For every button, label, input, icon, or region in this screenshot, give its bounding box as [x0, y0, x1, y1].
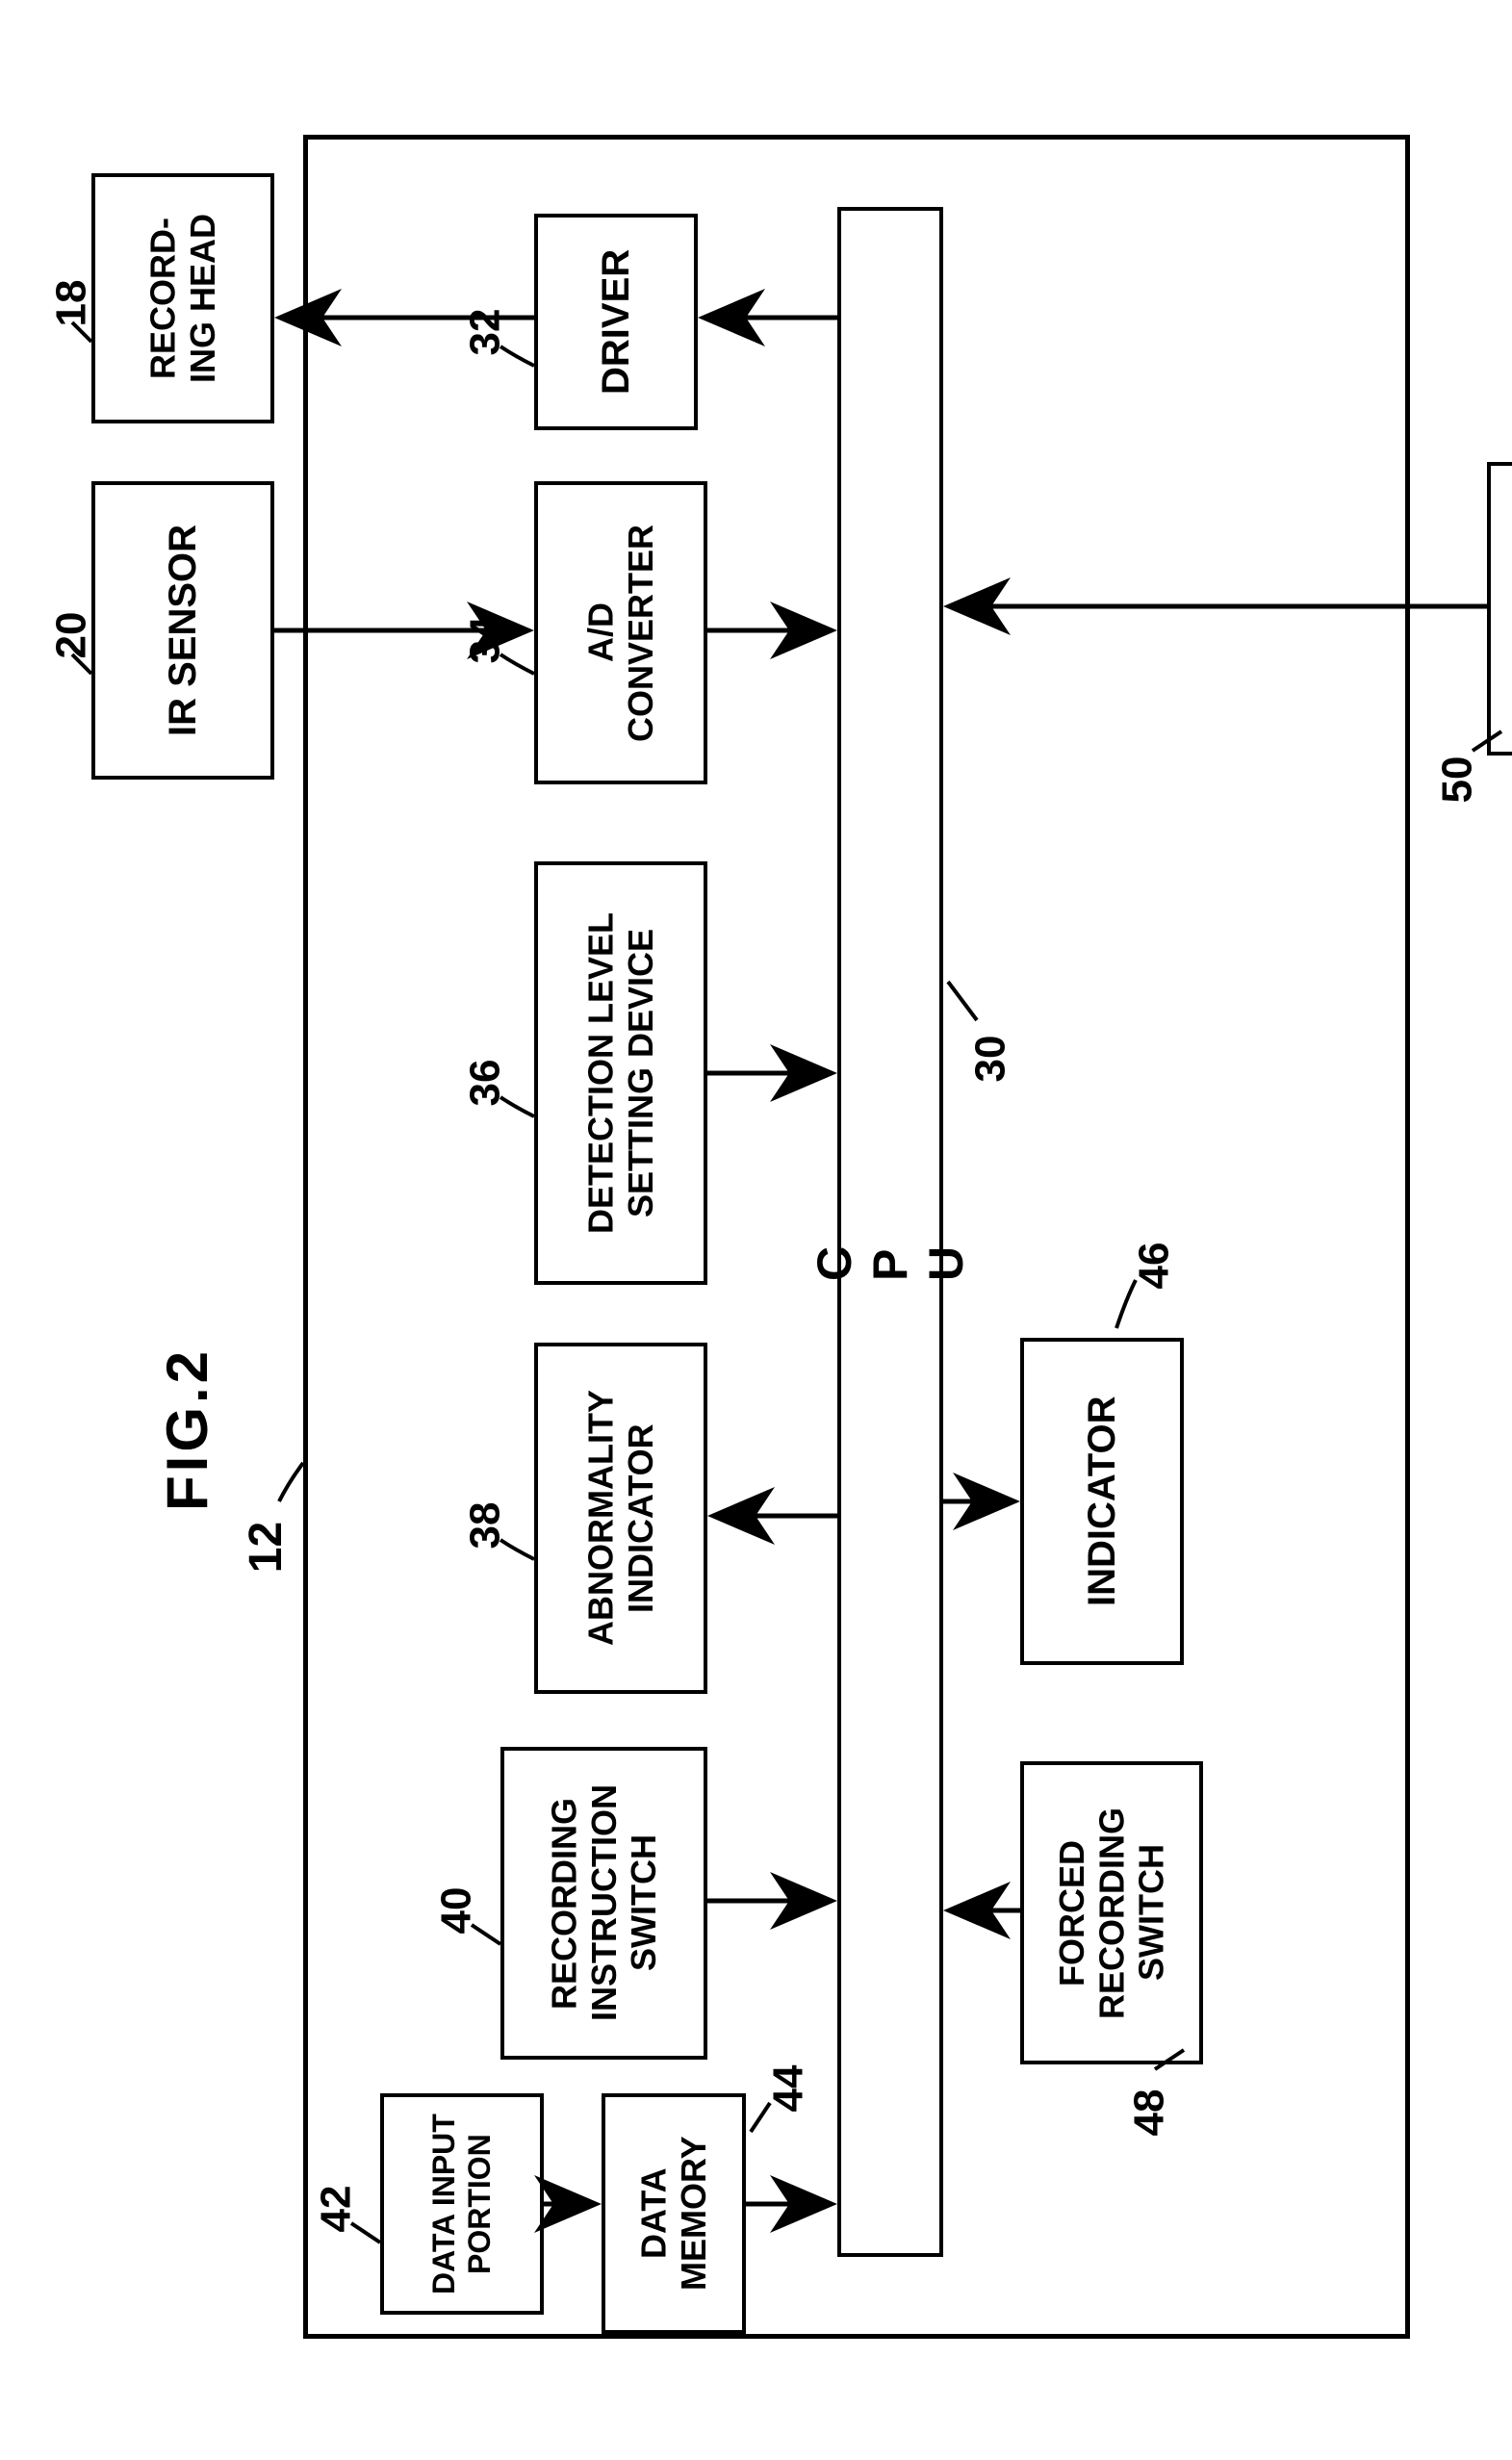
indicator-block: INDICATOR	[1020, 1338, 1184, 1665]
ref-50: 50	[1433, 756, 1481, 804]
data-memory-block: DATA MEMORY	[602, 2093, 746, 2334]
rotary-encoder-block: ROTARY ENCODER	[1487, 462, 1512, 756]
driver-block: DRIVER	[534, 214, 698, 430]
ref-42: 42	[312, 2186, 360, 2233]
cpu-label: C P U	[807, 1183, 974, 1281]
cpu-block: C P U	[837, 207, 943, 2257]
forced-recording-block: FORCED RECORDING SWITCH	[1020, 1761, 1203, 2064]
detection-level-block: DETECTION LEVEL SETTING DEVICE	[534, 861, 707, 1285]
ref-34: 34	[461, 617, 509, 664]
ad-converter-block: A/D CONVERTER	[534, 481, 707, 784]
ref-12: 12	[240, 1522, 293, 1573]
figure-title: FIG.2	[154, 1347, 220, 1511]
diagram-canvas: FIG.2 C P U RECORD- ING HEAD IR SENSOR D…	[0, 0, 1512, 2460]
ref-32: 32	[461, 309, 509, 356]
ref-30: 30	[966, 1036, 1014, 1083]
abnormality-block: ABNORMALITY INDICATOR	[534, 1343, 707, 1694]
ir-sensor-block: IR SENSOR	[91, 481, 274, 780]
ref-20: 20	[47, 612, 95, 659]
recording-head-block: RECORD- ING HEAD	[91, 173, 274, 423]
ref-40: 40	[432, 1887, 480, 1935]
ref-46: 46	[1130, 1243, 1178, 1290]
ref-18: 18	[47, 280, 95, 327]
recording-switch-block: RECORDING INSTRUCTION SWITCH	[500, 1747, 707, 2060]
ref-48: 48	[1125, 2089, 1173, 2137]
ref-36: 36	[461, 1060, 509, 1107]
data-input-block: DATA INPUT PORTION	[380, 2093, 544, 2315]
ref-38: 38	[461, 1502, 509, 1550]
ref-44: 44	[764, 2065, 812, 2113]
